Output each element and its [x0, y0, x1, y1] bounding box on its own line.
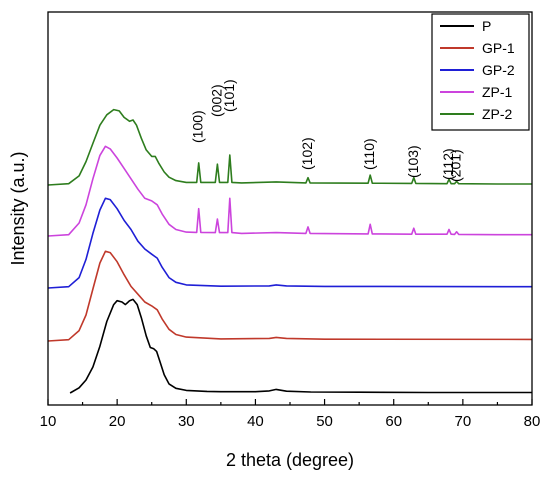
peak-label-110: (110)	[361, 138, 377, 170]
peak-label-002: (002)	[208, 84, 224, 117]
series-line-gp-2	[47, 197, 533, 289]
annotation-layer: (100)(002)(101) (102) (110) (103) (112)(201)	[190, 79, 464, 182]
legend-label-gp-1: GP-1	[482, 40, 515, 56]
legend: P GP-1 GP-2 ZP-1 ZP-2	[431, 13, 530, 131]
x-tick-label-80: 80	[524, 413, 541, 430]
plot-layer	[47, 108, 533, 394]
peak-label-101: (101)	[221, 79, 237, 112]
x-tick-label-20: 20	[109, 413, 126, 430]
peak-label-112: (112)	[440, 148, 456, 180]
series-line-p	[69, 298, 532, 394]
legend-box	[431, 13, 530, 131]
legend-label-zp-1: ZP-1	[482, 84, 513, 100]
x-tick-label-30: 30	[178, 413, 195, 430]
peak-label-100: (100)	[190, 110, 206, 143]
legend-label-zp-2: ZP-2	[482, 106, 513, 122]
peak-label-201: (201)	[448, 149, 464, 182]
x-tick-label-10: 10	[40, 413, 57, 430]
series-line-gp-1	[47, 250, 533, 342]
x-tick-label-60: 60	[385, 413, 402, 430]
x-tick-label-50: 50	[316, 413, 333, 430]
x-axis-title: 2 theta (degree)	[226, 450, 354, 470]
axis-layer: 10 20 30 40 50 60 70 80	[40, 11, 541, 430]
x-tick-label-70: 70	[455, 413, 472, 430]
legend-label-gp-2: GP-2	[482, 62, 515, 78]
series-line-zp-1	[47, 145, 532, 237]
legend-label-p: P	[482, 18, 491, 34]
peak-label-103: (103)	[405, 145, 421, 178]
series-line-zp-2	[47, 108, 532, 186]
y-axis-title: Intensity (a.u.)	[8, 151, 28, 265]
peak-label-102: (102)	[299, 137, 315, 170]
x-tick-label-40: 40	[247, 413, 264, 430]
